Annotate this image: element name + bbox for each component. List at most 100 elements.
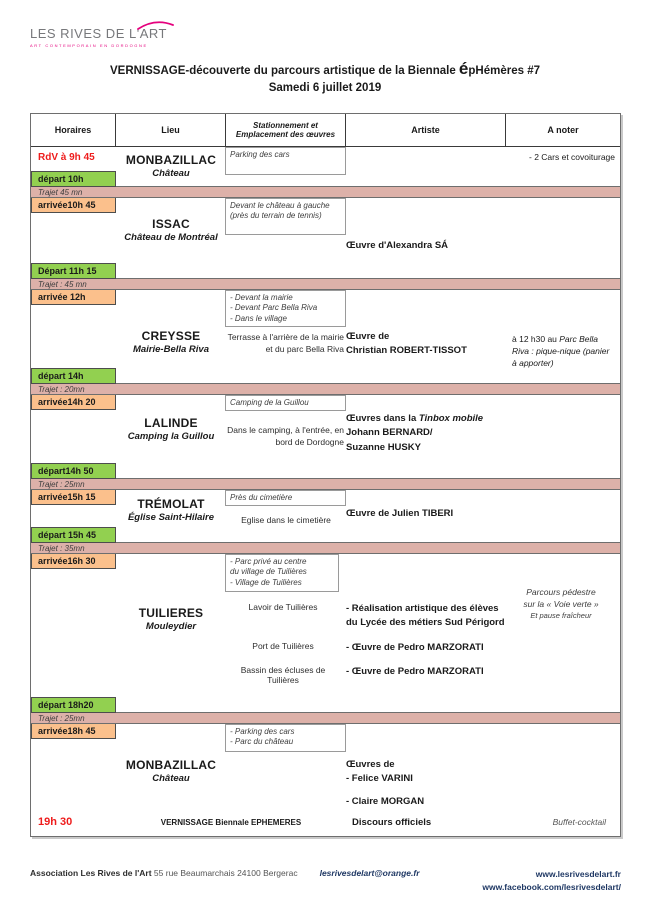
table-header-row: Horaires Lieu Stationnement et Emplaceme… xyxy=(31,114,620,147)
artiste-cell: Œuvre de Julien TIBERI xyxy=(346,490,506,542)
place-venue: Église Saint-Hilaire xyxy=(127,512,215,523)
footer-facebook-link[interactable]: www.facebook.com/lesrivesdelart/ xyxy=(482,881,621,892)
column-header-lieu: Lieu xyxy=(116,114,226,146)
departure-badge: départ14h 50 xyxy=(31,463,116,479)
arrival-badge: arrivée10h 45 xyxy=(31,198,116,213)
logo-brand-prefix: LES RIVES DE L' xyxy=(30,26,140,41)
note-cell: Parcours pédestre sur la « Voie verte » … xyxy=(506,554,620,712)
place-name: TUILIERES xyxy=(138,606,204,620)
schedule-table: Horaires Lieu Stationnement et Emplaceme… xyxy=(30,113,621,837)
vernissage-speech: Discours officiels xyxy=(352,816,432,828)
artist-info: - Œuvre de Pedro MARZORATI xyxy=(346,665,484,677)
works-location: Eglise dans le cimetière xyxy=(241,515,331,526)
horaires-cell: arrivée10h 45 Départ 11h 15 xyxy=(31,198,116,279)
stationnement-cell: Devant le château à gauche (près du terr… xyxy=(225,198,346,278)
title-text-before: VERNISSAGE-découverte du parcours artist… xyxy=(109,65,459,77)
page-footer: Association Les Rives de l'Art 55 rue Be… xyxy=(30,868,621,894)
stationnement-artiste-cells: - Parc privé au centre du village de Tui… xyxy=(225,554,506,712)
column-header-stationnement: Stationnement et Emplacement des œuvres xyxy=(226,114,346,146)
arrival-badge: arrivée14h 20 xyxy=(31,395,116,410)
column-header-horaires: Horaires xyxy=(31,114,116,146)
arrival-badge: arrivée16h 30 xyxy=(31,554,116,569)
lieu-cell: TUILIERES Mouleydier xyxy=(116,554,226,712)
stationnement-cell: Parking des cars xyxy=(225,147,346,186)
note-cell xyxy=(506,198,620,278)
place-name: MONBAZILLAC xyxy=(125,758,217,772)
column-header-artiste: Artiste xyxy=(346,114,506,146)
lieu-cell: MONBAZILLAC Château xyxy=(116,147,226,186)
stop-main-row: arrivée18h 45 MONBAZILLAC Château - Park… xyxy=(31,724,620,809)
works-location: Dans le camping, à l'entrée, en bord de … xyxy=(227,425,344,447)
footer-org: Association Les Rives de l'Art xyxy=(30,868,152,878)
artist-info: Œuvre de Julien TIBERI xyxy=(346,508,454,519)
footer-org-address: Association Les Rives de l'Art 55 rue Be… xyxy=(30,868,298,894)
place-venue: Château xyxy=(152,773,190,784)
departure-badge: départ 18h20 xyxy=(31,697,116,713)
stop-section-monbazillac: RdV à 9h 45 départ 10h MONBAZILLAC Châte… xyxy=(31,147,620,187)
parking-line: - Parc du château xyxy=(230,737,294,747)
title-date: Samedi 6 juillet 2019 xyxy=(268,82,382,94)
artist-info: Œuvres dans la Tinbox mobile Johann BERN… xyxy=(346,395,506,455)
works-row: Port de Tuilières - Œuvre de Pedro MARZO… xyxy=(226,641,506,655)
artiste-cell: Œuvres dans la Tinbox mobile Johann BERN… xyxy=(346,395,506,478)
footer-email-link[interactable]: lesrivesdelart@orange.fr xyxy=(319,868,420,878)
note-cell xyxy=(506,490,620,542)
footer-website-link[interactable]: www.lesrivesdelart.fr xyxy=(535,869,621,879)
artist-line: Suzanne HUSKY xyxy=(346,441,421,453)
horaires-cell: arrivée18h 45 xyxy=(31,724,116,809)
spacer xyxy=(346,787,506,795)
note-line: Parcours pédestre xyxy=(526,587,596,597)
note-italic: Parc Bella Riva : pique-nique (panier à … xyxy=(512,334,610,368)
parking-box: - Devant la mairie - Devant Parc Bella R… xyxy=(225,290,346,328)
works-row: Bassin des écluses de Tuilières - Œuvre … xyxy=(226,665,506,686)
place-name: LALINDE xyxy=(144,416,198,430)
header-logo: LES RIVES DE L' ART ART CONTEMPORAIN EN D… xyxy=(30,21,174,48)
stationnement-cell: - Devant la mairie - Devant Parc Bella R… xyxy=(225,290,346,383)
artist-line: - Felice VARINI xyxy=(346,773,413,785)
horaires-cell: arrivée15h 15 départ 15h 45 xyxy=(31,490,116,543)
parking-box: Camping de la Guillou xyxy=(225,395,346,412)
logo-brand-text: LES RIVES DE L' ART xyxy=(30,21,174,41)
parking-line: - Devant la mairie xyxy=(230,293,293,302)
note-text: - 2 Cars et covoiturage xyxy=(529,152,615,162)
logo-arc-icon xyxy=(136,21,174,30)
note-line: sur la « Voie verte » xyxy=(523,598,599,609)
artist-info: Œuvre d'Alexandra SÁ xyxy=(346,240,449,251)
artiste-cell: Œuvres de - Felice VARINI - Claire MORGA… xyxy=(346,724,506,809)
works-location: Lavoir de Tuilières xyxy=(248,602,318,612)
note-cell: à 12 h30 au Parc Bella Riva : pique-niqu… xyxy=(506,290,620,383)
stop-section-lalinde: arrivée14h 20 départ14h 50 LALINDE Campi… xyxy=(31,395,620,479)
logo-brand-art: ART xyxy=(139,26,167,41)
horaires-cell: RdV à 9h 45 départ 10h xyxy=(31,147,116,187)
artiste-cell: Œuvre d'Alexandra SÁ xyxy=(346,198,506,278)
lieu-cell: CREYSSE Mairie-Bella Riva xyxy=(116,290,226,383)
stop-section-monbazillac-soir: arrivée18h 45 MONBAZILLAC Château - Park… xyxy=(31,724,620,836)
parking-box: Devant le château à gauche (près du terr… xyxy=(225,198,346,235)
parking-box: - Parking des cars - Parc du château xyxy=(225,724,346,752)
page-title-block: VERNISSAGE-découverte du parcours artist… xyxy=(0,60,650,94)
vernissage-row: 19h 30 VERNISSAGE Biennale EPHEMERES Dis… xyxy=(31,809,620,836)
stationnement-cell: Camping de la Guillou Dans le camping, à… xyxy=(225,395,346,478)
vernissage-note: Buffet-cocktail xyxy=(552,817,606,828)
artist-line: Œuvres dans la Tinbox mobile xyxy=(346,412,506,426)
logo-art-wrap: ART xyxy=(136,21,174,41)
parking-line: - Devant Parc Bella Riva xyxy=(230,303,318,313)
place-name: CREYSSE xyxy=(141,329,201,343)
place-venue: Camping la Guillou xyxy=(127,431,215,442)
parking-box: Parking des cars xyxy=(225,147,346,175)
arrival-badge: arrivée15h 15 xyxy=(31,490,116,505)
note-cell: - 2 Cars et covoiturage xyxy=(506,147,620,186)
parking-line: - Village de Tuilières xyxy=(230,577,302,587)
lieu-cell: ISSAC Château de Montréal xyxy=(116,198,226,278)
place-venue: Château xyxy=(152,168,190,179)
artist-line: Œuvres de xyxy=(346,759,395,770)
artist-italic: Tinbox mobile xyxy=(418,413,484,424)
stationnement-cell: Près du cimetière Eglise dans le cimetiè… xyxy=(225,490,346,542)
parking-line: - Dans le village xyxy=(230,313,287,323)
parking-box: - Parc privé au centre du village de Tui… xyxy=(225,554,339,592)
stop-section-tremolat: arrivée15h 15 départ 15h 45 TRÉMOLAT Égl… xyxy=(31,490,620,543)
artist-info: Œuvre de Christian ROBERT-TISSOT xyxy=(346,290,506,359)
place-venue: Château de Montréal xyxy=(124,232,218,243)
lieu-cell: MONBAZILLAC Château xyxy=(116,724,226,809)
departure-badge: départ 15h 45 xyxy=(31,527,116,543)
